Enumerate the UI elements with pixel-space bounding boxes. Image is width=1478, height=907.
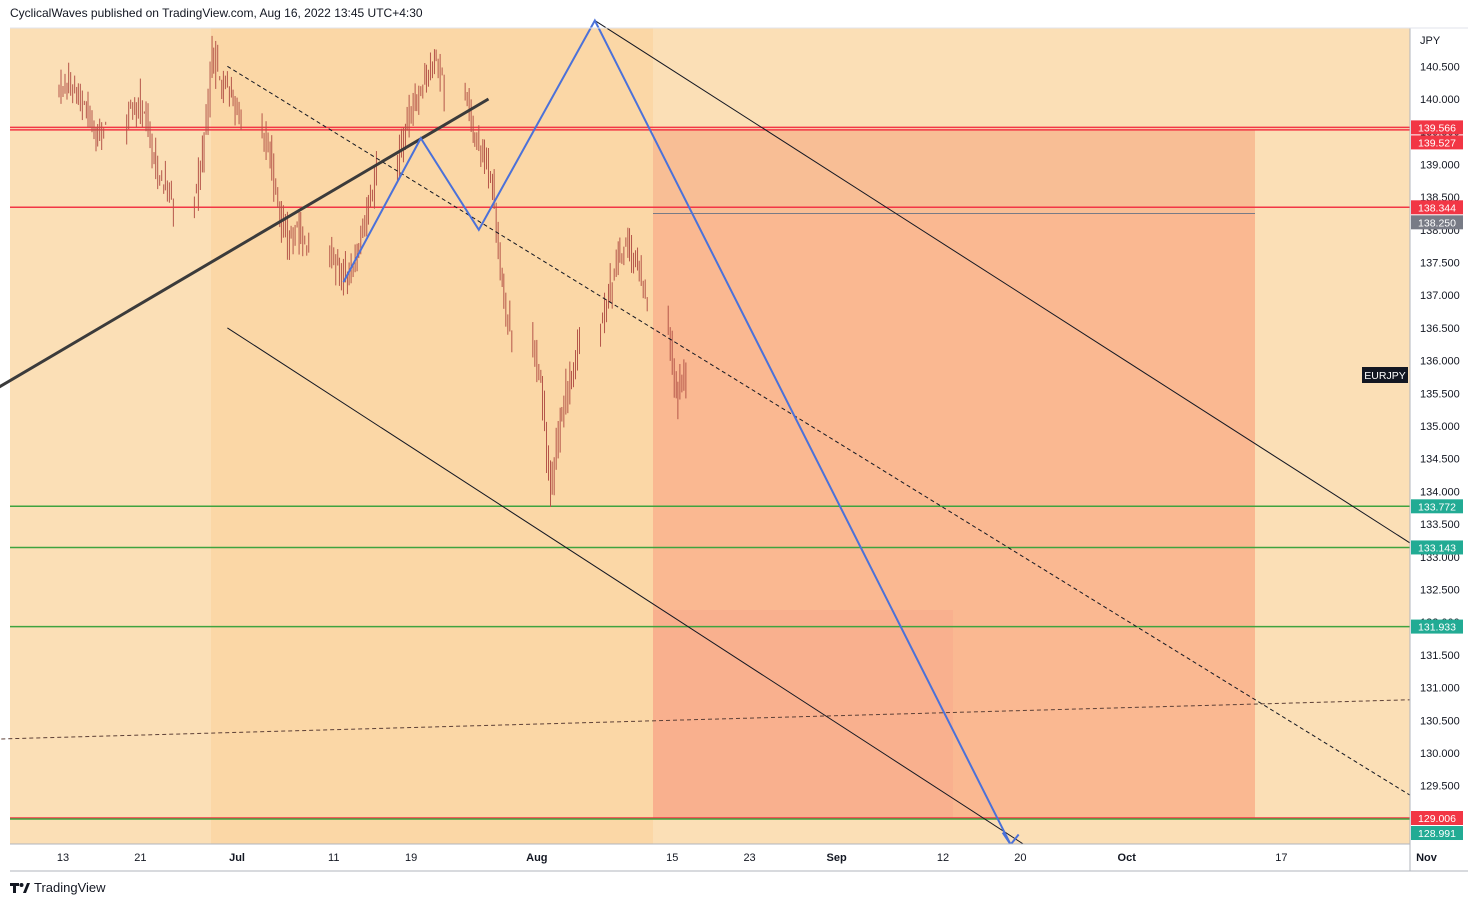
level-tag-box	[1411, 215, 1463, 230]
x-tick-label: 21	[134, 852, 146, 864]
x-tick-label: Jul	[229, 852, 245, 864]
y-tick-label: 132.500	[1420, 585, 1460, 597]
y-tick-label: 131.500	[1420, 650, 1460, 662]
y-tick-label: 140.500	[1420, 61, 1460, 73]
y-tick-label: 137.000	[1420, 290, 1460, 302]
y-tick-label: 136.500	[1420, 323, 1460, 335]
y-axis: 129.500130.000130.500131.000131.500132.0…	[1420, 61, 1460, 792]
y-tick-label: 130.500	[1420, 715, 1460, 727]
symbol-tag-label: EURJPY	[1364, 370, 1405, 382]
level-tag-label: 139.527	[1418, 137, 1456, 149]
x-tick-label: 11	[328, 852, 339, 864]
level-tag-label: 139.566	[1418, 122, 1456, 134]
y-tick-label: 136.000	[1420, 356, 1460, 368]
level-tag-label: 138.250	[1418, 217, 1456, 229]
x-tick-label: 13	[57, 852, 69, 864]
x-tick-label: Oct	[1118, 852, 1137, 864]
y-axis-background	[1410, 28, 1478, 844]
x-tick-label: Aug	[526, 852, 547, 864]
x-axis: 13 21 Jul 11 19 Aug 15 23 Sep 12 20 Oct 17 Nov	[57, 852, 1438, 864]
symbol-tag-box	[1362, 367, 1408, 383]
y-tick-label: 139.000	[1420, 159, 1460, 171]
currency-label: JPY	[1420, 35, 1441, 47]
footer-brand-label: TradingView	[34, 880, 106, 895]
channel-mid	[227, 65, 1427, 806]
x-tick-label: Nov	[1416, 852, 1438, 864]
level-tag-box	[1411, 120, 1463, 135]
level-tag-box	[1411, 540, 1463, 555]
y-tick-label: 133.500	[1420, 519, 1460, 531]
level-tag-box	[1411, 499, 1463, 514]
y-tick-label: 133.000	[1420, 552, 1460, 564]
level-lines	[10, 126, 1410, 820]
y-tick-label: 130.000	[1420, 748, 1460, 760]
y-tick-label: 134.000	[1420, 486, 1460, 498]
level-tag-box	[1411, 619, 1463, 634]
y-tick-label: 135.000	[1420, 421, 1460, 433]
y-tick-label: 137.500	[1420, 258, 1460, 270]
pattern-shade	[211, 28, 653, 844]
level-tag-label: 129.006	[1418, 813, 1456, 825]
projection-zone-lower-tint	[653, 610, 953, 819]
y-tick-label: 131.000	[1420, 683, 1460, 695]
level-tag-box	[1411, 811, 1463, 826]
level-tag-box	[1411, 826, 1463, 841]
drawings	[0, 18, 1478, 862]
level-tag-label: 131.933	[1418, 622, 1456, 634]
level-tags: 139.566 139.527 138.344 138.250 133.772 133.1…	[1411, 120, 1463, 841]
level-tag-box	[1411, 200, 1463, 215]
x-tick-label: 17	[1275, 852, 1287, 864]
publisher-line: CyclicalWaves published on TradingView.c…	[10, 6, 423, 20]
candles	[58, 35, 687, 507]
level-tag-label: 138.344	[1418, 202, 1456, 214]
price-chart[interactable]: JPY 129.500130.000130.500131.000131.5001…	[0, 0, 1478, 880]
projection-zone-upper	[653, 130, 1255, 213]
level-tag-label: 128.991	[1418, 828, 1456, 840]
x-tick-label: 19	[405, 852, 417, 864]
x-tick-label: 12	[937, 852, 949, 864]
level-tag-label: 133.772	[1418, 501, 1456, 513]
y-tick-label: 129.500	[1420, 781, 1460, 793]
tradingview-logo-icon	[10, 882, 30, 893]
level-tag-label: 133.143	[1418, 542, 1456, 554]
x-tick-label: 15	[666, 852, 678, 864]
footer-brand[interactable]: TradingView	[10, 880, 106, 895]
symbol-tag: EURJPY	[1362, 367, 1408, 383]
projection-path	[342, 18, 1012, 846]
x-axis-background	[0, 844, 1478, 880]
x-tick-label: 23	[743, 852, 755, 864]
y-tick-label: 134.500	[1420, 454, 1460, 466]
support-trendline	[0, 97, 490, 389]
channel-upper	[594, 20, 1427, 554]
y-tick-label: 135.500	[1420, 388, 1460, 400]
y-tick-label: 140.000	[1420, 94, 1460, 106]
channel-lower	[227, 327, 1050, 862]
dashed-trendline	[0, 697, 1478, 740]
level-tag-box	[1411, 135, 1463, 150]
x-tick-label: 20	[1014, 852, 1026, 864]
x-tick-label: Sep	[827, 852, 847, 864]
